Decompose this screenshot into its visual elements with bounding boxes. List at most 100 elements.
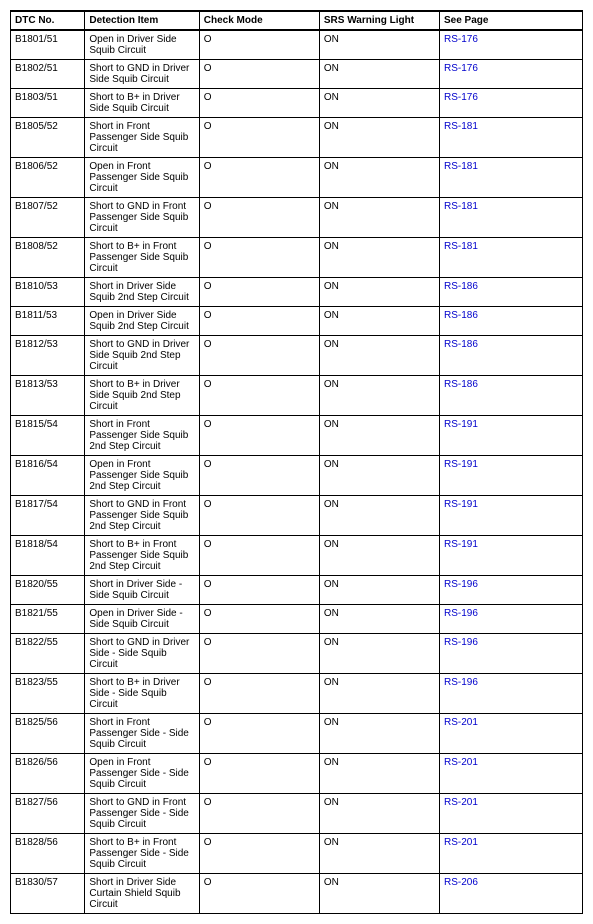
- cell-srs: ON: [319, 456, 439, 496]
- table-row: B1803/51Short to B+ in Driver Side Squib…: [11, 89, 583, 118]
- cell-srs: ON: [319, 60, 439, 89]
- page-link[interactable]: RS-181: [444, 161, 478, 172]
- cell-detection: Short to B+ in Driver Side Squib 2nd Ste…: [85, 376, 199, 416]
- page-link[interactable]: RS-191: [444, 419, 478, 430]
- page-link[interactable]: RS-196: [444, 608, 478, 619]
- cell-dtc: B1830/57: [11, 874, 85, 914]
- cell-check: O: [199, 89, 319, 118]
- page-link[interactable]: RS-201: [444, 797, 478, 808]
- cell-dtc: B1823/55: [11, 674, 85, 714]
- page-link[interactable]: RS-181: [444, 241, 478, 252]
- cell-check: O: [199, 576, 319, 605]
- page-link[interactable]: RS-181: [444, 121, 478, 132]
- cell-dtc: B1813/53: [11, 376, 85, 416]
- cell-check: O: [199, 198, 319, 238]
- cell-dtc: B1822/55: [11, 634, 85, 674]
- cell-page: RS-181: [439, 118, 582, 158]
- table-row: B1822/55Short to GND in Driver Side - Si…: [11, 634, 583, 674]
- cell-srs: ON: [319, 536, 439, 576]
- page-link[interactable]: RS-176: [444, 34, 478, 45]
- cell-dtc: B1808/52: [11, 238, 85, 278]
- page-link[interactable]: RS-201: [444, 837, 478, 848]
- table-header-row: DTC No. Detection Item Check Mode SRS Wa…: [11, 11, 583, 30]
- cell-srs: ON: [319, 874, 439, 914]
- cell-detection: Short to GND in Driver Side Squib 2nd St…: [85, 336, 199, 376]
- page-link[interactable]: RS-186: [444, 379, 478, 390]
- cell-detection: Short in Front Passenger Side Squib Circ…: [85, 118, 199, 158]
- page-link[interactable]: RS-181: [444, 201, 478, 212]
- cell-detection: Short to B+ in Driver Side - Side Squib …: [85, 674, 199, 714]
- cell-dtc: B1826/56: [11, 754, 85, 794]
- cell-page: RS-196: [439, 634, 582, 674]
- page-link[interactable]: RS-186: [444, 281, 478, 292]
- col-header-srs: SRS Warning Light: [319, 11, 439, 30]
- cell-srs: ON: [319, 576, 439, 605]
- cell-dtc: B1828/56: [11, 834, 85, 874]
- cell-check: O: [199, 307, 319, 336]
- page-link[interactable]: RS-186: [444, 310, 478, 321]
- cell-detection: Short to GND in Front Passenger Side Squ…: [85, 496, 199, 536]
- page-link[interactable]: RS-206: [444, 877, 478, 888]
- cell-srs: ON: [319, 30, 439, 60]
- cell-detection: Short in Driver Side - Side Squib Circui…: [85, 576, 199, 605]
- page-link[interactable]: RS-196: [444, 677, 478, 688]
- page-link[interactable]: RS-186: [444, 339, 478, 350]
- cell-srs: ON: [319, 336, 439, 376]
- cell-detection: Open in Driver Side - Side Squib Circuit: [85, 605, 199, 634]
- cell-detection: Short in Driver Side Curtain Shield Squi…: [85, 874, 199, 914]
- cell-check: O: [199, 416, 319, 456]
- cell-dtc: B1816/54: [11, 456, 85, 496]
- cell-detection: Short to B+ in Front Passenger Side - Si…: [85, 834, 199, 874]
- page-link[interactable]: RS-201: [444, 717, 478, 728]
- table-row: B1817/54Short to GND in Front Passenger …: [11, 496, 583, 536]
- cell-page: RS-196: [439, 674, 582, 714]
- cell-page: RS-176: [439, 60, 582, 89]
- table-row: B1805/52Short in Front Passenger Side Sq…: [11, 118, 583, 158]
- page-link[interactable]: RS-196: [444, 637, 478, 648]
- cell-check: O: [199, 30, 319, 60]
- page-link[interactable]: RS-196: [444, 579, 478, 590]
- cell-srs: ON: [319, 754, 439, 794]
- table-row: B1806/52Open in Front Passenger Side Squ…: [11, 158, 583, 198]
- cell-srs: ON: [319, 714, 439, 754]
- table-row: B1827/56Short to GND in Front Passenger …: [11, 794, 583, 834]
- cell-page: RS-201: [439, 794, 582, 834]
- cell-detection: Short to B+ in Front Passenger Side Squi…: [85, 238, 199, 278]
- cell-page: RS-186: [439, 376, 582, 416]
- cell-dtc: B1825/56: [11, 714, 85, 754]
- page-link[interactable]: RS-176: [444, 92, 478, 103]
- page-link[interactable]: RS-201: [444, 757, 478, 768]
- cell-srs: ON: [319, 834, 439, 874]
- col-header-check: Check Mode: [199, 11, 319, 30]
- cell-check: O: [199, 60, 319, 89]
- cell-dtc: B1817/54: [11, 496, 85, 536]
- cell-srs: ON: [319, 89, 439, 118]
- table-row: B1826/56Open in Front Passenger Side - S…: [11, 754, 583, 794]
- cell-check: O: [199, 336, 319, 376]
- cell-page: RS-181: [439, 158, 582, 198]
- table-row: B1807/52Short to GND in Front Passenger …: [11, 198, 583, 238]
- table-row: B1816/54Open in Front Passenger Side Squ…: [11, 456, 583, 496]
- cell-page: RS-196: [439, 605, 582, 634]
- cell-dtc: B1810/53: [11, 278, 85, 307]
- page-link[interactable]: RS-191: [444, 459, 478, 470]
- cell-detection: Short to GND in Driver Side Squib Circui…: [85, 60, 199, 89]
- dtc-table: DTC No. Detection Item Check Mode SRS Wa…: [10, 10, 583, 914]
- cell-detection: Short in Front Passenger Side Squib 2nd …: [85, 416, 199, 456]
- cell-page: RS-181: [439, 198, 582, 238]
- page-link[interactable]: RS-176: [444, 63, 478, 74]
- cell-page: RS-181: [439, 238, 582, 278]
- cell-dtc: B1803/51: [11, 89, 85, 118]
- cell-check: O: [199, 674, 319, 714]
- cell-detection: Open in Front Passenger Side Squib 2nd S…: [85, 456, 199, 496]
- cell-page: RS-176: [439, 89, 582, 118]
- page-link[interactable]: RS-191: [444, 499, 478, 510]
- table-body: B1801/51Open in Driver Side Squib Circui…: [11, 30, 583, 914]
- cell-check: O: [199, 376, 319, 416]
- table-row: B1810/53Short in Driver Side Squib 2nd S…: [11, 278, 583, 307]
- cell-srs: ON: [319, 198, 439, 238]
- cell-dtc: B1821/55: [11, 605, 85, 634]
- table-row: B1813/53Short to B+ in Driver Side Squib…: [11, 376, 583, 416]
- cell-srs: ON: [319, 634, 439, 674]
- page-link[interactable]: RS-191: [444, 539, 478, 550]
